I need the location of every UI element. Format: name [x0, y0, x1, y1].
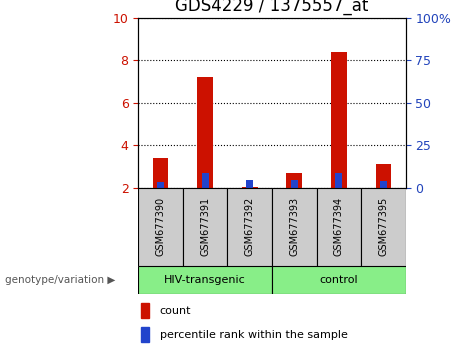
Bar — [246, 180, 253, 188]
Bar — [201, 173, 209, 188]
Text: count: count — [160, 306, 191, 316]
Bar — [361, 188, 406, 266]
Text: GSM677390: GSM677390 — [155, 197, 165, 256]
Bar — [183, 188, 227, 266]
Bar — [138, 266, 272, 294]
Bar — [286, 173, 302, 188]
Bar — [138, 188, 183, 266]
Bar — [272, 266, 406, 294]
Title: GDS4229 / 1375557_at: GDS4229 / 1375557_at — [175, 0, 369, 15]
Text: HIV-transgenic: HIV-transgenic — [164, 275, 246, 285]
Text: GSM677395: GSM677395 — [378, 197, 389, 256]
Bar — [272, 188, 317, 266]
Bar — [197, 77, 213, 188]
Bar — [331, 52, 347, 188]
Bar — [376, 164, 391, 188]
Text: control: control — [319, 275, 358, 285]
Text: GSM677391: GSM677391 — [200, 197, 210, 256]
Bar — [317, 188, 361, 266]
Bar — [291, 180, 298, 188]
Bar — [141, 327, 149, 342]
Bar — [157, 182, 164, 188]
Text: GSM677394: GSM677394 — [334, 197, 344, 256]
Text: GSM677393: GSM677393 — [289, 197, 299, 256]
Text: genotype/variation ▶: genotype/variation ▶ — [5, 275, 115, 285]
Bar — [141, 303, 149, 318]
Text: GSM677392: GSM677392 — [245, 197, 255, 256]
Bar — [335, 173, 343, 188]
Bar — [242, 187, 258, 188]
Bar — [153, 158, 168, 188]
Bar — [380, 181, 387, 188]
Bar — [227, 188, 272, 266]
Text: percentile rank within the sample: percentile rank within the sample — [160, 330, 348, 339]
